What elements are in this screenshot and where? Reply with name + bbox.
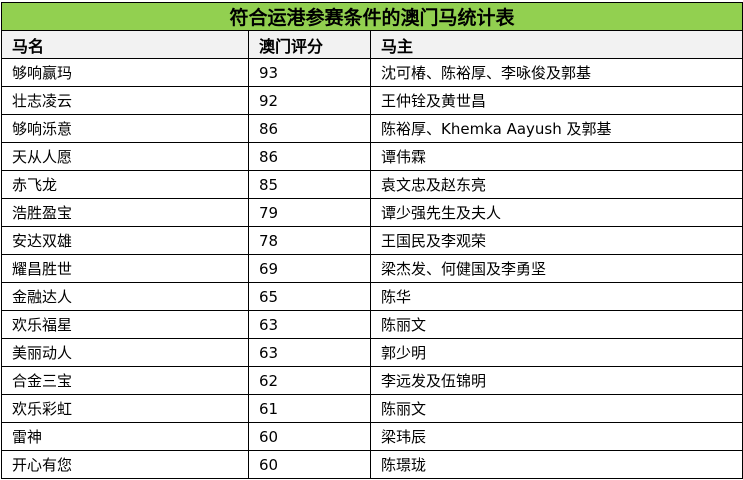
cell-owner: 谭伟霖 [369, 142, 743, 171]
cell-macau-rating: 63 [248, 338, 371, 367]
cell-horse-name: 开心有您 [1, 450, 249, 479]
cell-owner: 陈璟珑 [369, 450, 743, 479]
cell-owner: 李远发及伍锦明 [369, 366, 743, 395]
cell-horse-name: 赤飞龙 [1, 170, 249, 199]
cell-macau-rating: 63 [248, 310, 371, 339]
table-row: 雷神 60 梁玮辰 [1, 422, 743, 451]
cell-owner: 郭少明 [369, 338, 743, 367]
header-macau-rating: 澳门评分 [248, 30, 371, 59]
table-row: 天从人愿 86 谭伟霖 [1, 142, 743, 171]
table-row: 够响赢玛 93 沈可椿、陈裕厚、李咏俊及郭基 [1, 58, 743, 87]
cell-horse-name: 雷神 [1, 422, 249, 451]
cell-horse-name: 天从人愿 [1, 142, 249, 171]
table-row: 美丽动人 63 郭少明 [1, 338, 743, 367]
cell-owner: 陈丽文 [369, 394, 743, 423]
table-row: 安达双雄 78 王国民及李观荣 [1, 226, 743, 255]
cell-owner: 王仲铨及黄世昌 [369, 86, 743, 115]
cell-owner: 王国民及李观荣 [369, 226, 743, 255]
cell-macau-rating: 86 [248, 142, 371, 171]
cell-macau-rating: 86 [248, 114, 371, 143]
cell-horse-name: 合金三宝 [1, 366, 249, 395]
cell-horse-name: 美丽动人 [1, 338, 249, 367]
table-row: 欢乐福星 63 陈丽文 [1, 310, 743, 339]
cell-macau-rating: 60 [248, 450, 371, 479]
table-row: 赤飞龙 85 袁文忠及赵东亮 [1, 170, 743, 199]
cell-macau-rating: 65 [248, 282, 371, 311]
cell-macau-rating: 78 [248, 226, 371, 255]
cell-owner: 沈可椿、陈裕厚、李咏俊及郭基 [369, 58, 743, 87]
header-owner: 马主 [369, 30, 743, 59]
cell-horse-name: 金融达人 [1, 282, 249, 311]
cell-macau-rating: 85 [248, 170, 371, 199]
cell-horse-name: 欢乐彩虹 [1, 394, 249, 423]
cell-owner: 谭少强先生及夫人 [369, 198, 743, 227]
table-title: 符合运港参赛条件的澳门马统计表 [0, 2, 743, 31]
cell-horse-name: 安达双雄 [1, 226, 249, 255]
cell-macau-rating: 62 [248, 366, 371, 395]
table-row: 壮志凌云 92 王仲铨及黄世昌 [1, 86, 743, 115]
cell-macau-rating: 69 [248, 254, 371, 283]
cell-owner: 梁玮辰 [369, 422, 743, 451]
cell-horse-name: 够响泺意 [1, 114, 249, 143]
table-row: 耀昌胜世 69 梁杰发、何健国及李勇坚 [1, 254, 743, 283]
cell-owner: 梁杰发、何健国及李勇坚 [369, 254, 743, 283]
cell-macau-rating: 93 [248, 58, 371, 87]
cell-horse-name: 耀昌胜世 [1, 254, 249, 283]
table-row: 合金三宝 62 李远发及伍锦明 [1, 366, 743, 395]
cell-owner: 陈华 [369, 282, 743, 311]
cell-owner: 陈丽文 [369, 310, 743, 339]
table-row: 金融达人 65 陈华 [1, 282, 743, 311]
cell-macau-rating: 60 [248, 422, 371, 451]
table-row: 够响泺意 86 陈裕厚、Khemka Aayush 及郭基 [1, 114, 743, 143]
table-row: 浩胜盈宝 79 谭少强先生及夫人 [1, 198, 743, 227]
cell-macau-rating: 61 [248, 394, 371, 423]
table-row: 开心有您 60 陈璟珑 [1, 450, 743, 479]
cell-horse-name: 够响赢玛 [1, 58, 249, 87]
header-horse-name: 马名 [1, 30, 249, 59]
cell-horse-name: 欢乐福星 [1, 310, 249, 339]
cell-horse-name: 浩胜盈宝 [1, 198, 249, 227]
cell-owner: 陈裕厚、Khemka Aayush 及郭基 [369, 114, 743, 143]
cell-macau-rating: 79 [248, 198, 371, 227]
table-row: 欢乐彩虹 61 陈丽文 [1, 394, 743, 423]
cell-horse-name: 壮志凌云 [1, 86, 249, 115]
cell-owner: 袁文忠及赵东亮 [369, 170, 743, 199]
cell-macau-rating: 92 [248, 86, 371, 115]
header-row: 马名 澳门评分 马主 [1, 30, 743, 59]
title-row: 符合运港参赛条件的澳门马统计表 [0, 2, 743, 31]
